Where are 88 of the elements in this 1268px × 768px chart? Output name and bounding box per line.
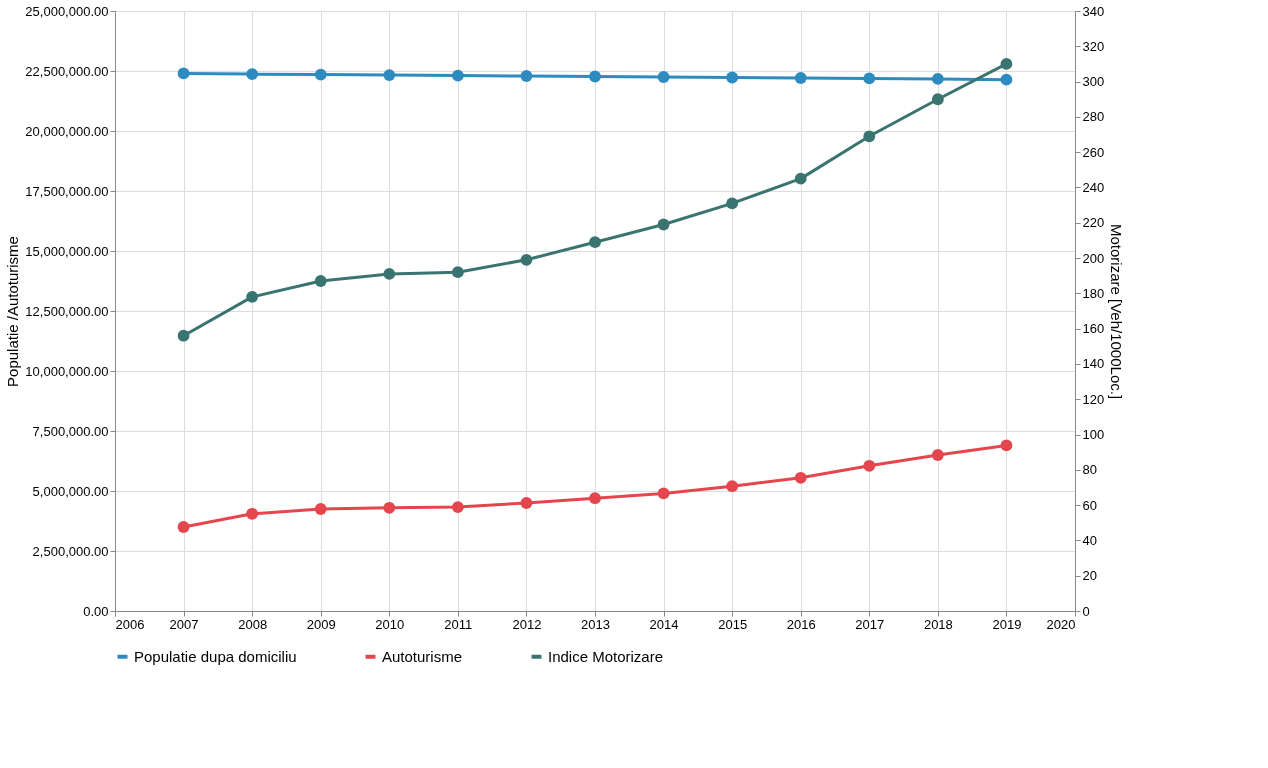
y2-tick-label: 120: [1082, 391, 1105, 407]
point: [451, 266, 464, 279]
x-tick-label: 2017: [855, 616, 885, 632]
point: [177, 521, 190, 533]
y2-tick-label: 0: [1082, 603, 1090, 619]
x-tick-label: 2015: [718, 616, 748, 632]
x-tick-label: 2016: [786, 616, 816, 632]
y2-tick-label: 20: [1082, 568, 1097, 584]
point: [1000, 58, 1013, 70]
y-tick-label: 15,000,000.00: [25, 243, 109, 259]
y2-tick-label: 260: [1082, 144, 1105, 160]
point: [863, 72, 876, 85]
point: [246, 507, 259, 520]
y-tick-label: 12,500,000.00: [25, 303, 109, 319]
x-tick-label: 2008: [238, 616, 268, 632]
point: [589, 70, 601, 83]
legend-label: Autoturisme: [382, 647, 463, 665]
x-tick-label: 2013: [581, 616, 610, 632]
point: [451, 69, 464, 82]
y2-tick-label: 340: [1082, 3, 1105, 19]
y-tick-label: 22,500,000.00: [25, 63, 109, 79]
y2-tick-label: 100: [1082, 427, 1105, 443]
point: [726, 480, 739, 493]
point: [726, 71, 739, 84]
point: [177, 329, 190, 342]
point: [657, 71, 670, 83]
point: [1000, 439, 1013, 452]
x-tick-label: 2010: [375, 616, 405, 632]
x-tick-label: 2012: [512, 616, 542, 632]
point: [589, 236, 601, 249]
y-tick-label: 0.00: [83, 603, 109, 619]
x-tick-label: 2009: [306, 616, 336, 632]
x-tick-label: 2006: [115, 616, 145, 632]
y2-tick-label: 320: [1082, 38, 1105, 54]
y2-axis-title: Motorizare [Veh/1000Loc.]: [1108, 223, 1126, 400]
y2-tick-label: 180: [1082, 285, 1105, 301]
y-tick-label: 25,000,000.00: [25, 3, 109, 19]
y2-tick-label: 240: [1082, 179, 1105, 195]
y-tick-label: 20,000,000.00: [25, 123, 109, 139]
point: [726, 197, 739, 210]
point: [794, 471, 807, 484]
point: [657, 218, 670, 231]
point: [314, 275, 327, 287]
point: [177, 67, 190, 80]
x-tick-label: 2019: [992, 616, 1022, 632]
y2-tick-label: 80: [1082, 462, 1097, 478]
y-tick-label: 2,500,000.00: [32, 543, 109, 559]
y-tick-label: 17,500,000.00: [25, 183, 109, 199]
x-tick-label: 2014: [649, 616, 679, 632]
point: [863, 130, 876, 143]
legend-label: Indice Motorizare: [548, 647, 664, 665]
point: [931, 449, 944, 461]
point: [520, 497, 533, 509]
y-axis-title: Populatie /Autoturisme: [4, 236, 22, 387]
point: [1000, 73, 1013, 86]
y2-tick-label: 200: [1082, 250, 1105, 266]
point: [520, 70, 533, 82]
point: [383, 268, 396, 280]
y-tick-label: 7,500,000.00: [32, 423, 109, 439]
y-tick-label: 10,000,000.00: [25, 363, 109, 379]
y2-tick-label: 220: [1082, 215, 1105, 231]
x-tick-label: 2018: [923, 616, 953, 632]
x-tick-label: 2007: [169, 616, 199, 632]
y2-tick-label: 60: [1082, 497, 1097, 513]
point: [451, 501, 464, 513]
point: [314, 68, 327, 81]
point: [314, 503, 327, 515]
point: [589, 492, 601, 505]
x-tick-label: 2020: [1046, 616, 1076, 632]
point: [383, 501, 396, 514]
point: [794, 172, 807, 185]
y2-tick-label: 160: [1082, 321, 1105, 337]
y2-tick-label: 40: [1082, 532, 1097, 548]
x-tick-label: 2011: [444, 616, 473, 632]
point: [794, 72, 807, 84]
y2-tick-label: 280: [1082, 109, 1105, 125]
legend-label: Populatie dupa domiciliu: [134, 647, 297, 665]
y-tick-label: 5,000,000.00: [32, 483, 109, 499]
point: [657, 487, 670, 500]
point: [246, 68, 259, 81]
y2-tick-label: 300: [1082, 74, 1105, 90]
point: [931, 93, 944, 106]
point: [520, 253, 533, 266]
point: [931, 73, 944, 85]
point: [863, 459, 876, 472]
y2-tick-label: 140: [1082, 356, 1105, 372]
point: [383, 69, 396, 81]
point: [246, 290, 259, 303]
